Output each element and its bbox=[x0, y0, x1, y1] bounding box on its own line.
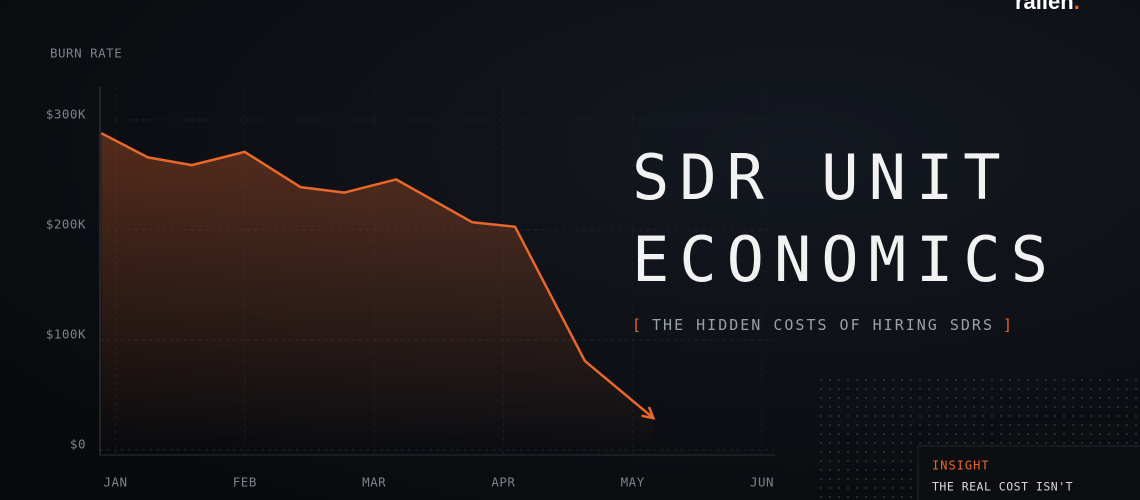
plot: $0 $100K $200K $300K JAN FEB MAR APR MAY JUN bbox=[46, 87, 775, 490]
y-tick-label: $100K bbox=[46, 327, 86, 342]
title-line: ECONOMICS bbox=[632, 223, 1058, 296]
insight-label: INSIGHT bbox=[932, 459, 990, 473]
x-tick-label: FEB bbox=[233, 475, 257, 490]
x-tick-label: MAY bbox=[621, 475, 645, 490]
logo: rallen. bbox=[1015, 0, 1080, 14]
logo-text: rallen bbox=[1015, 0, 1074, 14]
x-tick-label: APR bbox=[491, 475, 515, 490]
insight-box bbox=[917, 445, 1140, 500]
x-tick-label: JAN bbox=[103, 475, 127, 490]
y-axis-label: BURN RATE bbox=[50, 46, 122, 61]
bracket: ] bbox=[1003, 316, 1014, 334]
insight-text: THE REAL COST ISN'T bbox=[932, 480, 1073, 494]
x-tick-label: MAR bbox=[362, 475, 386, 490]
title-line: SDR UNIT bbox=[632, 141, 1011, 214]
bracket: [ bbox=[632, 316, 643, 334]
arrow-head bbox=[641, 406, 656, 420]
subtitle-text: THE HIDDEN COSTS OF HIRING SDRS bbox=[652, 316, 994, 334]
area bbox=[101, 133, 654, 450]
y-tick-label: $200K bbox=[46, 217, 86, 232]
y-tick-label: $300K bbox=[46, 107, 86, 122]
x-tick-label: JUN bbox=[750, 475, 774, 490]
subtitle: [ THE HIDDEN COSTS OF HIRING SDRS] bbox=[632, 316, 1014, 334]
line bbox=[100, 132, 655, 420]
logo-dot: . bbox=[1074, 0, 1080, 14]
y-tick-label: $0 bbox=[70, 437, 86, 452]
